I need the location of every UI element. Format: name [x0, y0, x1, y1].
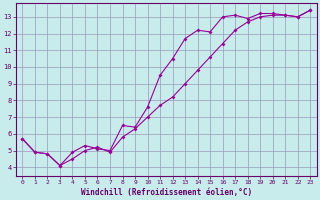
X-axis label: Windchill (Refroidissement éolien,°C): Windchill (Refroidissement éolien,°C) — [81, 188, 252, 197]
